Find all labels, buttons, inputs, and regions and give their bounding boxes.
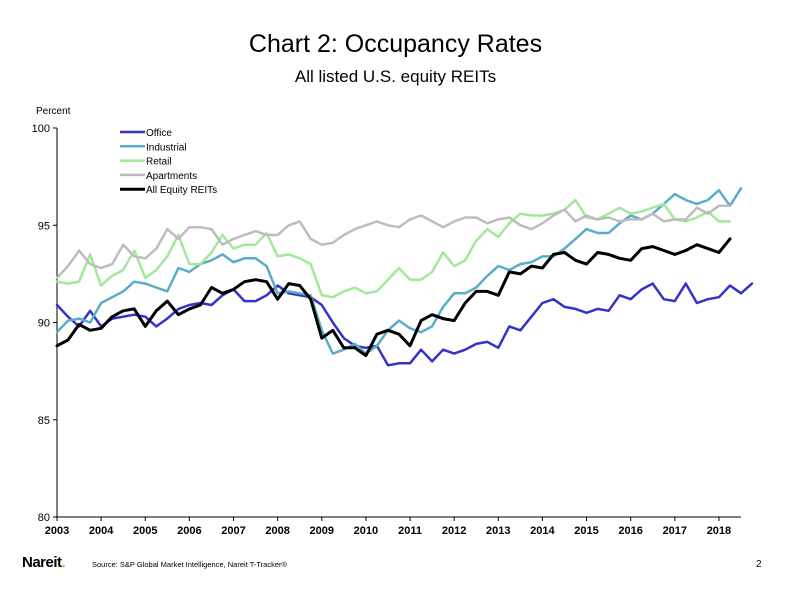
x-tick-label: 2006	[177, 525, 201, 537]
x-tick-label: 2014	[530, 525, 555, 537]
x-tick-label: 2016	[618, 525, 642, 537]
chart-series	[55, 187, 754, 367]
y-tick-label: 90	[38, 318, 50, 330]
x-tick-label: 2010	[354, 525, 378, 537]
y-axis-unit-label: Percent	[36, 106, 71, 117]
y-tick-label: 85	[38, 415, 50, 427]
x-tick-label: 2005	[133, 525, 157, 537]
nareit-logo: Nareit.	[22, 554, 66, 571]
chart-axes: 80 85 90 95 100 2003 2004 2005 2006 2007 2008 2009 2…	[32, 123, 741, 537]
series-line-retail	[55, 198, 732, 299]
legend-label: All Equity REITs	[146, 185, 217, 196]
x-tick-label: 2015	[574, 525, 598, 537]
legend-label: Office	[146, 128, 172, 139]
x-tick-label: 2011	[398, 525, 422, 537]
x-tick-label: 2012	[442, 525, 466, 537]
logo-text: Nareit	[22, 554, 62, 571]
x-tick-label: 2004	[89, 525, 114, 537]
page-number: 2	[756, 559, 762, 570]
chart-legend: Office Industrial Retail Apartments All Equi…	[120, 128, 217, 196]
series-line-office	[55, 282, 754, 367]
x-tick-label: 2013	[486, 525, 510, 537]
x-tick-label: 2017	[663, 525, 687, 537]
logo-dot: .	[61, 554, 66, 571]
source-note: Source: S&P Global Market Intelligence, …	[92, 560, 288, 569]
series-line-apartments	[55, 204, 732, 280]
x-tick-label: 2009	[310, 525, 334, 537]
legend-label: Apartments	[146, 171, 197, 182]
series-line-industrial	[55, 187, 743, 355]
legend-label: Retail	[146, 157, 172, 168]
y-tick-label: 80	[38, 512, 50, 524]
chart-subtitle: All listed U.S. equity REITs	[294, 67, 497, 86]
x-tick-label: 2003	[45, 525, 69, 537]
legend-label: Industrial	[146, 142, 187, 153]
x-tick-label: 2018	[707, 525, 731, 537]
chart-title: Chart 2: Occupancy Rates	[248, 30, 543, 58]
series-line-all-equity-reits	[55, 237, 732, 358]
y-tick-label: 100	[32, 123, 50, 135]
x-tick-label: 2008	[265, 525, 289, 537]
x-tick-label: 2007	[221, 525, 245, 537]
y-tick-label: 95	[38, 220, 50, 232]
